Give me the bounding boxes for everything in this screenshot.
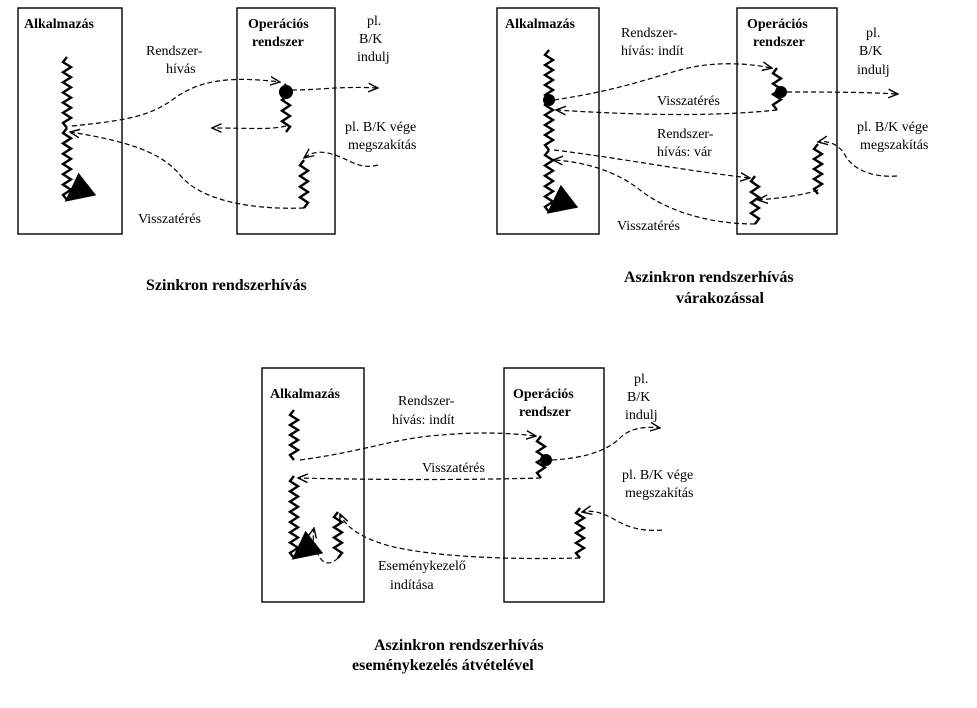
call-start-line1: Rendszer- (398, 394, 455, 409)
io-start-dot (279, 85, 293, 99)
handler-return-arrow (313, 528, 339, 564)
app-thread-cont (60, 127, 97, 202)
os-thread-interrupt (297, 159, 311, 209)
interrupt-arrow (304, 152, 379, 167)
os-box (236, 7, 336, 235)
io-end-line2: megszakítás (860, 138, 928, 153)
io-wait-arrow (212, 126, 287, 129)
io-start-line3: indulj (857, 63, 890, 78)
io-start-dot (775, 86, 787, 98)
call-start-arrow (299, 433, 536, 461)
return-2-label: Visszatérés (617, 219, 680, 234)
caption-line1: Aszinkron rendszerhívás (374, 637, 544, 654)
app-label: Alkalmazás (270, 387, 341, 402)
io-end-line2: megszakítás (348, 138, 416, 153)
app-thread-3 (542, 149, 579, 214)
app-thread-1 (542, 49, 556, 101)
call-label-line2: hívás (166, 62, 196, 77)
call-start-arrow (553, 64, 772, 101)
interrupt-arrow (582, 511, 663, 531)
return-1-label: Visszatérés (657, 94, 720, 109)
io-start-line2: B/K (359, 32, 382, 47)
app-thread-1 (287, 409, 301, 461)
io-start-line3: indulj (625, 408, 658, 423)
io-end-line1: pl. B/K vége (345, 120, 416, 135)
io-end-line2: megszakítás (625, 486, 693, 501)
return-label: Visszatérés (422, 461, 485, 476)
io-start-arrow (291, 87, 378, 90)
io-start-arrow (551, 427, 660, 461)
app-box (261, 367, 365, 603)
io-start-line2: B/K (627, 390, 650, 405)
os-thread-interrupt (573, 507, 587, 559)
app-thread (60, 56, 74, 129)
os-box (503, 367, 605, 603)
caption: Szinkron rendszerhívás (146, 277, 307, 294)
io-start-dot (540, 454, 552, 466)
call-start-line1: Rendszer- (621, 26, 678, 41)
os-thread-interrupt (811, 143, 825, 195)
return-1-arrow (556, 110, 778, 115)
panel-sync: Alkalmazás Operációs rendszer Rendszer- … (17, 7, 416, 294)
call-wait-arrow (553, 149, 750, 178)
app-label: Alkalmazás (24, 17, 95, 32)
return-2-arrow (553, 160, 756, 225)
io-start-arrow (786, 92, 898, 94)
app-box (496, 7, 600, 235)
return-arrow (298, 478, 542, 480)
app-call-dot (543, 94, 555, 106)
io-end-line1: pl. B/K vége (857, 120, 928, 135)
os-label-line2: rendszer (519, 405, 571, 420)
call-wait-line1: Rendszer- (657, 127, 714, 142)
panel-async-wait: Alkalmazás Operációs rendszer Rendszer- … (496, 7, 928, 307)
io-start-line1: pl. (866, 26, 880, 41)
interrupt-arrow (818, 142, 898, 177)
os-box (736, 7, 838, 235)
panel-async-event: Alkalmazás Operációs rendszer Rendszer- … (261, 367, 693, 674)
os-label-line1: Operációs (747, 17, 808, 32)
caption-line2: várakozással (676, 290, 765, 307)
caption-line1: Aszinkron rendszerhívás (624, 269, 794, 286)
caption-line2: eseménykezelés átvételével (352, 657, 534, 674)
os-label-line2: rendszer (252, 35, 304, 50)
handler-start-arrow (340, 514, 581, 560)
io-start-line3: indulj (357, 50, 390, 65)
io-end-line1: pl. B/K vége (622, 468, 693, 483)
handler-thread (331, 511, 345, 559)
call-start-line2: hívás: indít (392, 413, 455, 428)
call-wait-line2: hívás: vár (657, 145, 712, 160)
app-thread-2 (542, 99, 556, 151)
os-label-line1: Operációs (513, 387, 574, 402)
handler-line2: indítása (390, 578, 434, 593)
io-start-line2: B/K (859, 44, 882, 59)
io-start-line1: pl. (367, 14, 381, 29)
call-start-line2: hívás: indít (621, 44, 684, 59)
app-label: Alkalmazás (505, 17, 576, 32)
io-start-line1: pl. (634, 372, 648, 387)
os-label-line1: Operációs (248, 17, 309, 32)
call-arrow (71, 79, 280, 127)
app-thread-2 (287, 475, 324, 560)
app-box (17, 7, 123, 235)
handler-line1: Eseménykezelő (378, 559, 466, 574)
os-internal-arrow (758, 189, 819, 200)
os-label-line2: rendszer (753, 35, 805, 50)
call-label-line1: Rendszer- (146, 44, 203, 59)
return-label: Visszatérés (138, 212, 201, 227)
return-arrow (70, 132, 305, 209)
os-thread-wait (748, 175, 762, 225)
